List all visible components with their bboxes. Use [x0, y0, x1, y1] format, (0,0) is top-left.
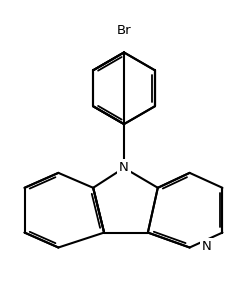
- Text: N: N: [119, 162, 129, 174]
- Text: N: N: [202, 240, 211, 253]
- Text: Br: Br: [117, 24, 131, 37]
